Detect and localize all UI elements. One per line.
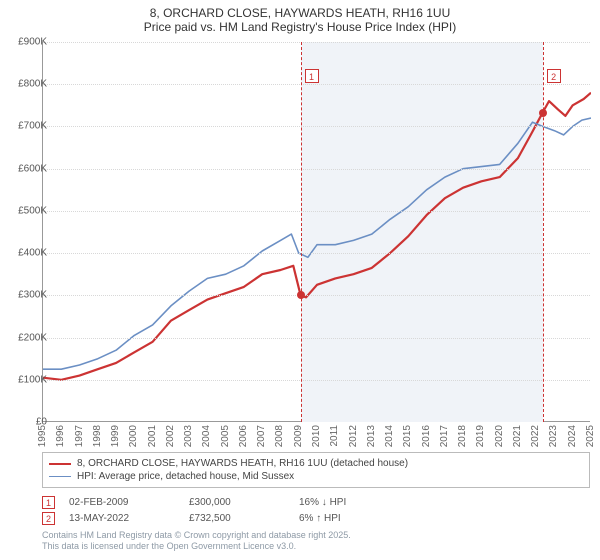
x-axis-label: 2009 bbox=[293, 425, 304, 447]
x-axis-label: 2014 bbox=[384, 425, 395, 447]
annotation-row: 2 13-MAY-2022£732,5006% ↑ HPI bbox=[42, 510, 399, 526]
annotation-date: 02-FEB-2009 bbox=[69, 497, 189, 508]
chart-lines bbox=[43, 42, 591, 422]
x-axis-label: 2011 bbox=[329, 425, 340, 447]
legend-swatch bbox=[49, 463, 71, 465]
x-axis-label: 2024 bbox=[567, 425, 578, 447]
annotation-date: 13-MAY-2022 bbox=[69, 513, 189, 524]
legend-swatch bbox=[49, 476, 71, 477]
x-axis-label: 2004 bbox=[201, 425, 212, 447]
x-axis-label: 2001 bbox=[147, 425, 158, 447]
annotation-price: £732,500 bbox=[189, 513, 299, 524]
x-axis-label: 2000 bbox=[128, 425, 139, 447]
y-axis-label: £200K bbox=[18, 332, 47, 343]
x-axis-label: 2013 bbox=[366, 425, 377, 447]
marker-line-1 bbox=[301, 42, 302, 422]
annotation-row: 1 02-FEB-2009£300,00016% ↓ HPI bbox=[42, 494, 399, 510]
gridline-h bbox=[43, 42, 590, 43]
annotation-price: £300,000 bbox=[189, 497, 299, 508]
x-axis-label: 1999 bbox=[110, 425, 121, 447]
marker-line-2 bbox=[543, 42, 544, 422]
y-axis-label: £600K bbox=[18, 163, 47, 174]
x-axis-label: 2007 bbox=[256, 425, 267, 447]
x-axis-label: 2016 bbox=[421, 425, 432, 447]
x-axis-label: 2023 bbox=[548, 425, 559, 447]
x-axis-label: 2020 bbox=[494, 425, 505, 447]
annotation-delta: 16% ↓ HPI bbox=[299, 497, 399, 508]
annotation-delta: 6% ↑ HPI bbox=[299, 513, 399, 524]
chart-footer: Contains HM Land Registry data © Crown c… bbox=[42, 530, 351, 552]
sale-point bbox=[539, 109, 547, 117]
x-axis-label: 2005 bbox=[220, 425, 231, 447]
y-axis-label: £400K bbox=[18, 248, 47, 259]
x-axis-label: 2010 bbox=[311, 425, 322, 447]
footer-line-2: This data is licensed under the Open Gov… bbox=[42, 541, 351, 552]
gridline-h bbox=[43, 211, 590, 212]
gridline-h bbox=[43, 338, 590, 339]
x-axis-label: 2025 bbox=[585, 425, 596, 447]
gridline-h bbox=[43, 126, 590, 127]
gridline-h bbox=[43, 84, 590, 85]
y-axis-label: £100K bbox=[18, 374, 47, 385]
x-axis-label: 2021 bbox=[512, 425, 523, 447]
x-axis-label: 2008 bbox=[274, 425, 285, 447]
legend-item: 8, ORCHARD CLOSE, HAYWARDS HEATH, RH16 1… bbox=[49, 457, 583, 470]
marker-badge-2: 2 bbox=[547, 69, 561, 83]
x-axis-label: 2022 bbox=[530, 425, 541, 447]
gridline-h bbox=[43, 380, 590, 381]
x-axis-label: 2002 bbox=[165, 425, 176, 447]
annotation-table: 1 02-FEB-2009£300,00016% ↓ HPI 2 13-MAY-202… bbox=[42, 494, 399, 526]
annotation-badge: 2 bbox=[42, 512, 55, 525]
gridline-h bbox=[43, 169, 590, 170]
sale-point bbox=[297, 291, 305, 299]
chart-plot-area: 12 bbox=[42, 42, 590, 422]
x-axis-label: 2018 bbox=[457, 425, 468, 447]
title-line-2: Price paid vs. HM Land Registry's House … bbox=[0, 20, 600, 34]
x-axis-label: 2006 bbox=[238, 425, 249, 447]
x-axis-label: 2019 bbox=[475, 425, 486, 447]
y-axis-label: £700K bbox=[18, 121, 47, 132]
y-axis-label: £800K bbox=[18, 79, 47, 90]
y-axis-label: £500K bbox=[18, 205, 47, 216]
legend-label: HPI: Average price, detached house, Mid … bbox=[77, 471, 294, 482]
x-axis-label: 1996 bbox=[55, 425, 66, 447]
gridline-h bbox=[43, 295, 590, 296]
legend-item: HPI: Average price, detached house, Mid … bbox=[49, 470, 583, 483]
x-axis-label: 2012 bbox=[348, 425, 359, 447]
x-axis-label: 1997 bbox=[74, 425, 85, 447]
series-hpi bbox=[43, 118, 591, 369]
chart-title: 8, ORCHARD CLOSE, HAYWARDS HEATH, RH16 1… bbox=[0, 0, 600, 36]
title-line-1: 8, ORCHARD CLOSE, HAYWARDS HEATH, RH16 1… bbox=[0, 6, 600, 20]
x-axis-label: 1998 bbox=[92, 425, 103, 447]
x-axis-label: 1995 bbox=[37, 425, 48, 447]
chart-legend: 8, ORCHARD CLOSE, HAYWARDS HEATH, RH16 1… bbox=[42, 452, 590, 488]
legend-label: 8, ORCHARD CLOSE, HAYWARDS HEATH, RH16 1… bbox=[77, 458, 408, 469]
x-axis-label: 2003 bbox=[183, 425, 194, 447]
footer-line-1: Contains HM Land Registry data © Crown c… bbox=[42, 530, 351, 541]
annotation-badge: 1 bbox=[42, 496, 55, 509]
y-axis-label: £300K bbox=[18, 290, 47, 301]
x-axis-label: 2015 bbox=[402, 425, 413, 447]
x-axis-label: 2017 bbox=[439, 425, 450, 447]
gridline-h bbox=[43, 253, 590, 254]
y-axis-label: £900K bbox=[18, 37, 47, 48]
marker-badge-1: 1 bbox=[305, 69, 319, 83]
